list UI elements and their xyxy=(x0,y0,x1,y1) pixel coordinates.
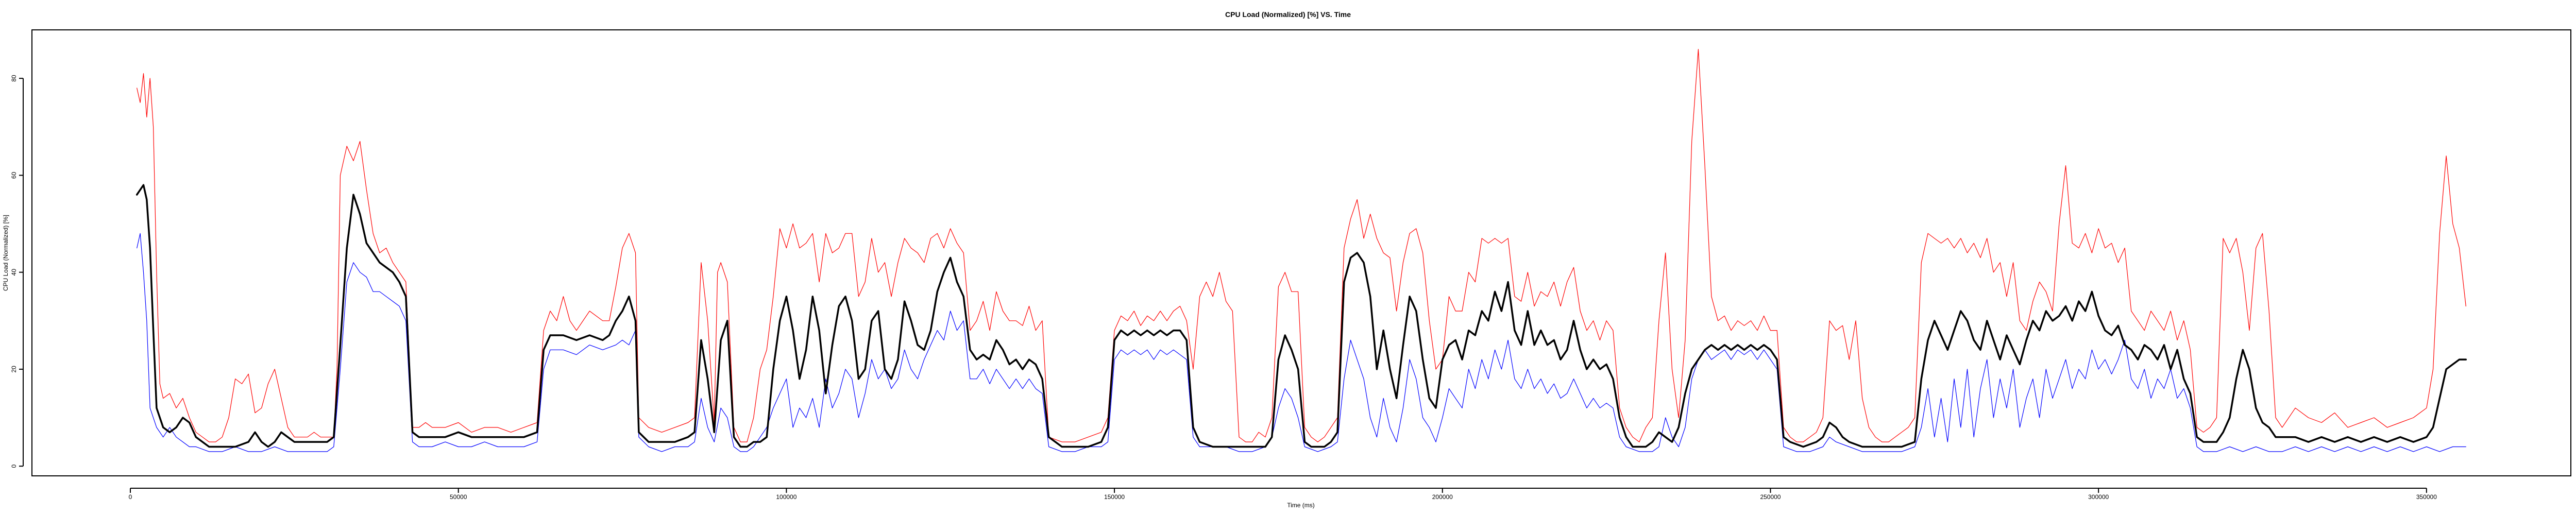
x-axis-title: Time (ms) xyxy=(1287,502,1315,509)
y-tick-label: 0 xyxy=(10,465,18,468)
chart-title: CPU Load (Normalized) [%] VS. Time xyxy=(1225,10,1351,19)
y-axis-title: CPU Load (Normalized) [%] xyxy=(2,215,9,291)
x-tick-label: 200000 xyxy=(1432,493,1453,501)
y-tick-label: 20 xyxy=(10,366,18,373)
x-tick-label: 250000 xyxy=(1760,493,1781,501)
series-layer xyxy=(135,49,2467,452)
series-line-black xyxy=(135,184,2467,448)
y-tick-label: 40 xyxy=(10,269,18,276)
x-axis: 0 50000 100000 150000 200000 250000 300000 3500… xyxy=(129,488,2437,501)
y-axis: 0 20 40 60 80 xyxy=(10,75,24,468)
x-tick-label: 0 xyxy=(129,493,132,501)
series-line-red xyxy=(137,49,2466,442)
x-tick-label: 100000 xyxy=(776,493,796,501)
x-tick-label: 300000 xyxy=(2088,493,2109,501)
plot-frame xyxy=(31,29,2571,476)
x-tick-label: 150000 xyxy=(1104,493,1125,501)
x-tick-label: 350000 xyxy=(2416,493,2437,501)
y-tick-label: 80 xyxy=(10,75,18,82)
y-tick-label: 60 xyxy=(10,171,18,179)
x-tick-label: 50000 xyxy=(450,493,467,501)
series-line-blue xyxy=(137,233,2466,452)
